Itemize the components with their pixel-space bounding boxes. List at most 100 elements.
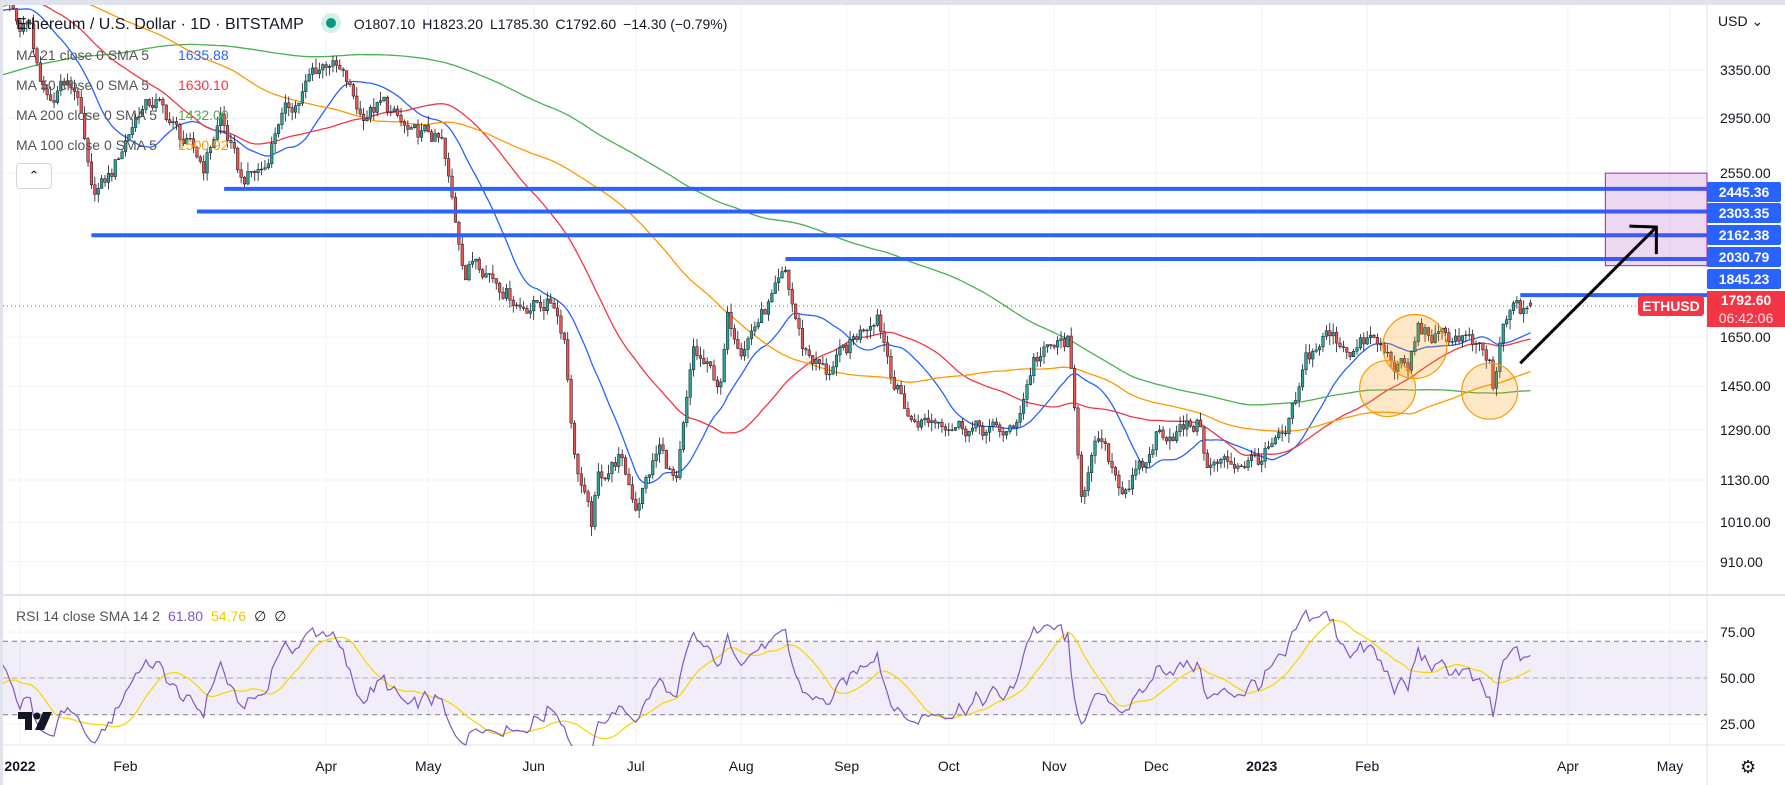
candle-body — [943, 426, 947, 431]
candle — [790, 282, 794, 313]
candle-body — [858, 329, 862, 340]
candle — [947, 422, 951, 436]
candle — [862, 328, 866, 333]
candle — [130, 119, 134, 139]
candle-body — [205, 152, 209, 174]
candle — [1113, 466, 1117, 481]
candle — [28, 19, 32, 26]
ma-value: 1635.88 — [178, 47, 229, 63]
candle — [1372, 333, 1376, 339]
candle-body — [1018, 413, 1022, 423]
candle-body — [709, 361, 713, 366]
candle-body — [756, 322, 760, 328]
candle-body — [1195, 419, 1199, 432]
candle — [913, 413, 917, 424]
candle-body — [1154, 431, 1158, 451]
candle — [1477, 342, 1482, 352]
candle — [1420, 318, 1424, 335]
candle-body — [443, 137, 447, 159]
candle-body — [919, 419, 924, 428]
time-tick-label: Nov — [1041, 758, 1067, 774]
candle — [885, 335, 890, 365]
candle-body — [1511, 302, 1516, 311]
candle — [270, 136, 274, 168]
symbol-title[interactable]: Ethereum / U.S. Dollar · 1D · BITSTAMP — [16, 16, 304, 33]
ma100-legend[interactable]: MA 100 close 0 SMA 5 1500.92 — [16, 137, 229, 153]
candle-body — [773, 282, 777, 294]
candle-body — [947, 429, 951, 431]
candle — [1324, 325, 1328, 341]
candle-body — [144, 99, 148, 110]
time-tick-label: Apr — [315, 758, 338, 774]
candle — [1205, 449, 1209, 469]
rsi-extra-value: ∅ — [254, 608, 267, 624]
candle-body — [902, 393, 907, 409]
candle — [518, 297, 522, 311]
price-tick-label: 2550.00 — [1720, 165, 1771, 182]
candle — [191, 131, 196, 154]
candle-body — [1494, 371, 1499, 389]
candle — [106, 165, 111, 190]
rsi-legend[interactable]: RSI 14 close SMA 14 2 61.80 54.76 ∅ ∅ — [16, 608, 294, 625]
candle — [467, 260, 471, 282]
candle-body — [763, 309, 767, 315]
candle-body — [892, 377, 896, 390]
candle — [919, 418, 924, 430]
currency-select[interactable]: USD ⌄ — [1718, 13, 1764, 29]
candle-body — [879, 314, 883, 332]
candle-body — [504, 288, 509, 299]
candle-body — [930, 420, 934, 423]
ma21-legend[interactable]: MA 21 close 0 SMA 5 1635.88 — [16, 47, 229, 63]
ma200-legend[interactable]: MA 200 close 0 SMA 5 1432.00 — [16, 107, 229, 123]
candle-body — [1345, 347, 1349, 353]
price-tick-label: 1290.00 — [1720, 422, 1771, 439]
candle — [96, 182, 100, 203]
candle-body — [467, 263, 471, 281]
candle — [317, 62, 321, 79]
ma-line-100 — [3, 5, 1531, 432]
collapse-legend-button[interactable]: ⌃ — [16, 163, 52, 189]
candle — [324, 61, 328, 76]
candle — [1025, 379, 1029, 408]
candle — [174, 116, 179, 131]
candle — [831, 361, 835, 376]
candle — [263, 159, 267, 171]
tradingview-logo[interactable] — [18, 712, 58, 732]
candle-body — [719, 381, 723, 388]
candle-body — [130, 127, 134, 135]
candle — [817, 358, 822, 371]
candle-body — [161, 99, 165, 106]
candle — [1283, 425, 1288, 437]
candle — [1358, 334, 1362, 351]
candle-body — [984, 431, 988, 436]
candle — [538, 295, 543, 312]
candle — [1447, 327, 1451, 346]
candle-body — [345, 70, 349, 83]
candle-body — [661, 444, 665, 451]
candle — [624, 454, 628, 476]
candle — [140, 105, 145, 117]
candle — [998, 422, 1002, 438]
candle — [593, 491, 597, 530]
candle-body — [419, 130, 423, 138]
gear-icon[interactable]: ⚙ — [1740, 757, 1757, 777]
candle-body — [974, 420, 978, 429]
candle-body — [35, 48, 39, 64]
candle-body — [549, 298, 553, 304]
candle-body — [157, 99, 162, 101]
ma50-legend[interactable]: MA 50 close 0 SMA 5 1630.10 — [16, 77, 229, 93]
candle-body — [484, 273, 488, 278]
candle — [933, 418, 937, 429]
candle — [1318, 344, 1322, 356]
candle-body — [174, 121, 179, 125]
candle-body — [841, 344, 845, 348]
candle — [25, 20, 29, 32]
candle — [926, 409, 930, 428]
candle-body — [899, 385, 903, 395]
candle — [841, 344, 845, 351]
candle-body — [1178, 424, 1182, 433]
time-tick-label: Aug — [728, 758, 754, 774]
candle-body — [1066, 335, 1070, 348]
candle — [855, 333, 859, 343]
